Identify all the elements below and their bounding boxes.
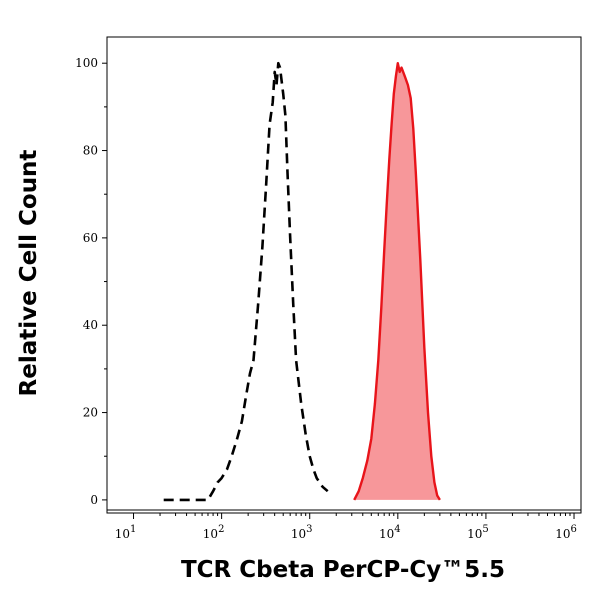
y-tick-label: 60 [83, 231, 98, 245]
series-1-line [163, 61, 329, 502]
x-tick-label: 105 [467, 524, 489, 541]
x-tick-label: 106 [555, 524, 577, 541]
y-tick-label: 80 [83, 144, 98, 158]
y-axis-ticks: 0 20 40 60 80 100 [75, 56, 107, 507]
series-2-line [353, 62, 441, 501]
series-2-fill [354, 63, 440, 500]
y-tick-label: 20 [83, 406, 98, 420]
y-tick-label: 40 [83, 318, 98, 332]
series-layer [163, 61, 441, 502]
x-axis-title: TCR Cbeta PerCP-Cy™5.5 [181, 557, 505, 583]
y-tick-label: 0 [90, 493, 98, 507]
x-axis-ticks: 101 102 103 104 105 106 [115, 513, 577, 541]
x-tick-label: 103 [291, 524, 313, 541]
x-tick-label: 102 [203, 524, 225, 541]
y-axis-title: Relative Cell Count [16, 150, 42, 397]
x-tick-label: 101 [115, 524, 137, 541]
y-tick-label: 100 [75, 56, 98, 70]
x-tick-label: 104 [379, 524, 401, 541]
plot-area [106, 36, 582, 514]
